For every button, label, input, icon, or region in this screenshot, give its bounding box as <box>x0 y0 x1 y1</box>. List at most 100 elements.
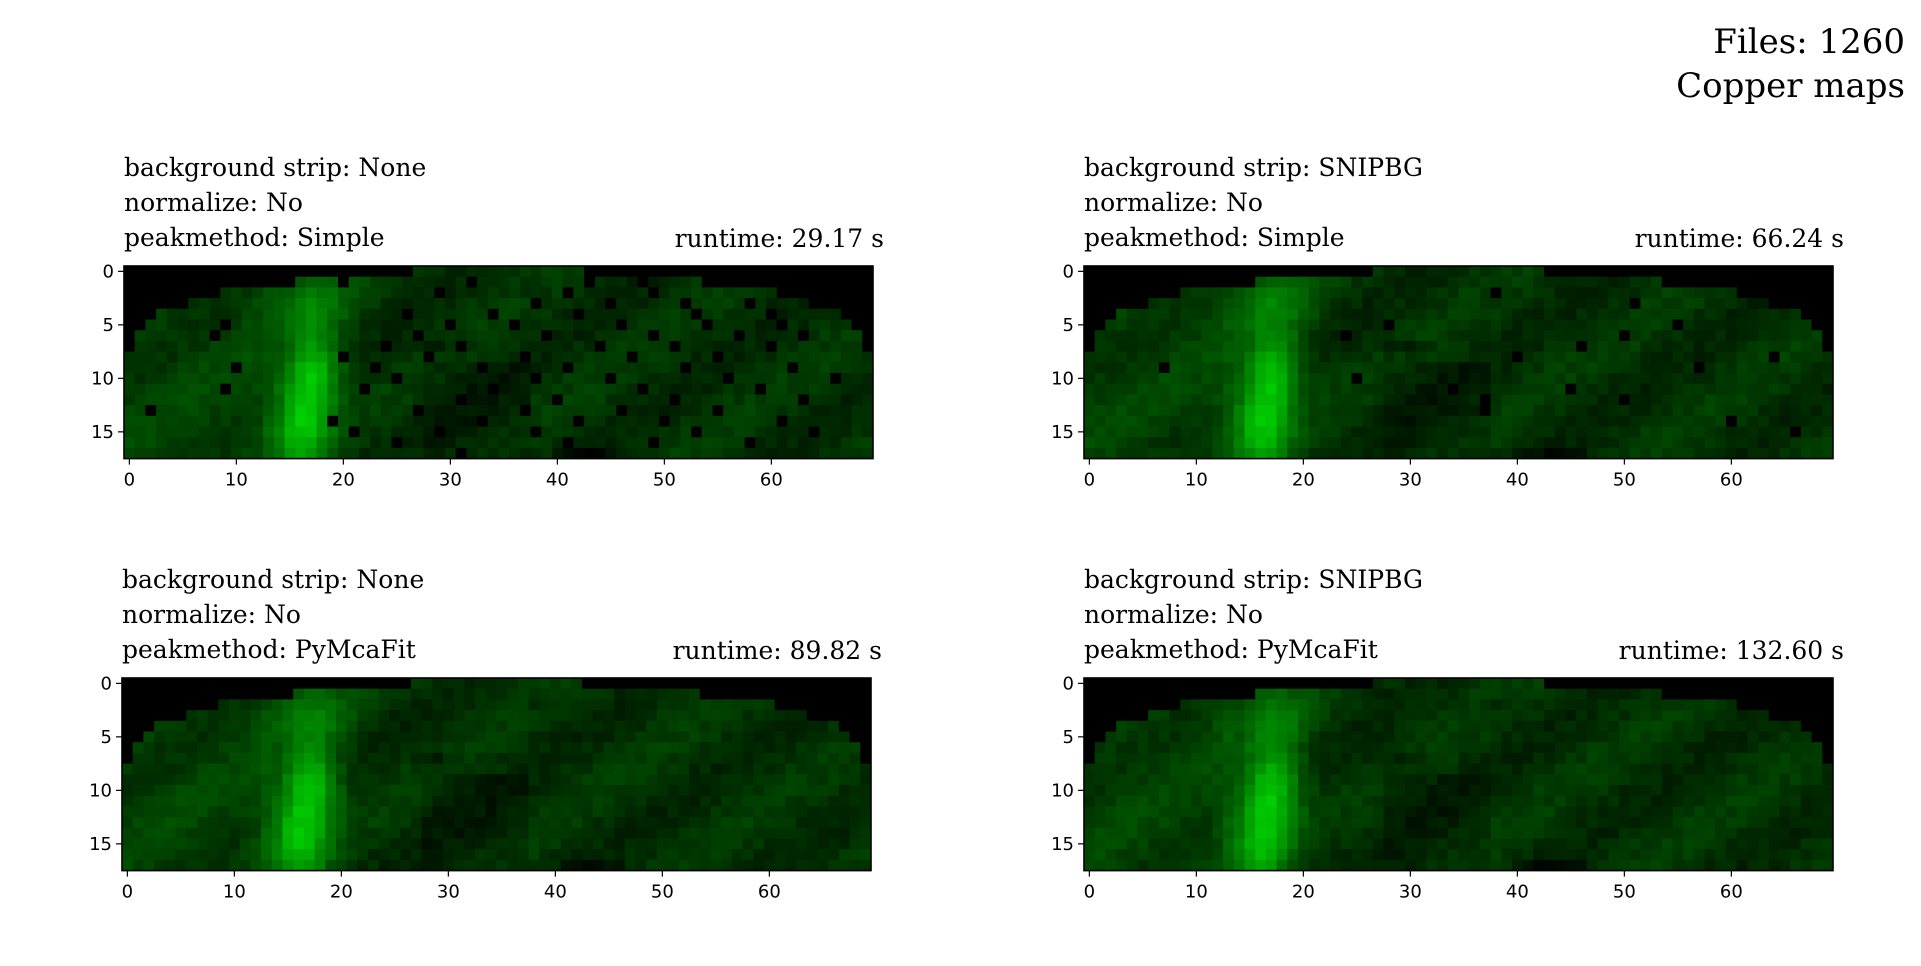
heatmap-cell <box>1693 340 1705 352</box>
heatmap-cell <box>1683 817 1695 829</box>
heatmap-cell <box>1586 308 1598 320</box>
heatmap-cell <box>1437 447 1449 459</box>
heatmap-cell <box>284 340 296 352</box>
heatmap-cell <box>541 373 553 385</box>
heatmap-cell <box>849 699 861 711</box>
heatmap-cell <box>1576 817 1588 829</box>
heatmap-cell <box>1351 817 1363 829</box>
heatmap-cell <box>819 330 831 342</box>
heatmap-cell <box>1223 774 1235 786</box>
heatmap-cell <box>282 763 294 775</box>
heatmap-cell <box>445 405 457 417</box>
heatmap-cell <box>1490 774 1502 786</box>
heatmap-cell <box>132 827 144 839</box>
heatmap-cell <box>293 849 305 861</box>
heatmap-cell <box>1191 742 1203 754</box>
heatmap-cell <box>723 362 735 374</box>
heatmap-cell <box>496 817 508 829</box>
heatmap-cell <box>699 699 711 711</box>
heatmap-cell <box>550 678 562 690</box>
heatmap-cell <box>616 447 628 459</box>
heatmap-cell <box>1265 426 1277 438</box>
heatmap-cell <box>509 287 521 299</box>
heatmap-cell <box>293 742 305 754</box>
heatmap-cell <box>496 699 508 711</box>
heatmap-cell <box>1469 731 1481 743</box>
heatmap-cell <box>657 752 669 764</box>
heatmap-cell <box>282 678 294 690</box>
heatmap-cell <box>196 688 208 700</box>
heatmap-cell <box>1415 447 1427 459</box>
heatmap-cell <box>1715 763 1727 775</box>
heatmap-cell <box>487 373 499 385</box>
heatmap-cell <box>271 817 283 829</box>
heatmap-cell <box>389 731 401 743</box>
heatmap-cell <box>1372 351 1384 363</box>
heatmap-cell <box>1405 785 1417 797</box>
heatmap-cell <box>828 752 840 764</box>
heatmap-cell <box>1105 447 1117 459</box>
heatmap-cell <box>196 678 208 690</box>
heatmap-cell <box>496 774 508 786</box>
heatmap-cell <box>1683 678 1695 690</box>
heatmap-cell <box>1437 774 1449 786</box>
heatmap-cell <box>1608 678 1620 690</box>
heatmap-cell <box>1726 742 1738 754</box>
heatmap-cell <box>817 827 829 839</box>
heatmap-cell <box>1747 373 1759 385</box>
heatmap-cell <box>774 731 786 743</box>
heatmap-cell <box>1501 308 1513 320</box>
heatmap-cell <box>445 330 457 342</box>
heatmap-cell <box>1704 340 1716 352</box>
heatmap-cell <box>1758 720 1770 732</box>
heatmap-cell <box>680 319 692 331</box>
heatmap-cell <box>1479 678 1491 690</box>
heatmap-cell <box>1640 351 1652 363</box>
heatmap-cell <box>605 266 617 278</box>
heatmap-cell <box>614 710 626 722</box>
heatmap-cell <box>519 298 531 310</box>
heatmap-cell <box>229 806 241 818</box>
heatmap-cell <box>198 415 210 427</box>
heatmap-cell <box>1469 447 1481 459</box>
heatmap-cell <box>1672 710 1684 722</box>
heatmap-cell <box>680 426 692 438</box>
heatmap-cell <box>1544 447 1556 459</box>
heatmap-cell <box>1126 699 1138 711</box>
heatmap-cell <box>849 720 861 732</box>
heatmap-cell <box>1308 266 1320 278</box>
heatmap-cell <box>691 362 703 374</box>
heatmap-cell <box>530 351 542 363</box>
heatmap-cell <box>1790 688 1802 700</box>
heatmap-cell <box>443 849 455 861</box>
heatmap-cell <box>209 405 221 417</box>
heatmap-cell <box>231 276 243 288</box>
heatmap-cell <box>1233 678 1245 690</box>
heatmap-cell <box>1415 838 1427 850</box>
heatmap-cell <box>550 827 562 839</box>
heatmap-cell <box>1447 817 1459 829</box>
heatmap-cell <box>1126 426 1138 438</box>
heatmap-cell <box>1768 795 1780 807</box>
heatmap-cell <box>1351 720 1363 732</box>
heatmap-cell <box>1608 266 1620 278</box>
heatmap-cell <box>380 276 392 288</box>
heatmap-cell <box>731 785 743 797</box>
heatmap-cell <box>712 298 724 310</box>
heatmap-cell <box>391 287 403 299</box>
heatmap-cell <box>766 405 778 417</box>
heatmap-cell <box>1619 330 1631 342</box>
heatmap-cell <box>1822 298 1834 310</box>
heatmap-cell <box>517 688 529 700</box>
heatmap-cell <box>145 287 157 299</box>
heatmap-cell <box>218 720 230 732</box>
heatmap-cell <box>721 678 733 690</box>
heatmap-cell <box>175 742 187 754</box>
heatmap-cell <box>453 827 465 839</box>
heatmap-cell <box>368 710 380 722</box>
heatmap-cell <box>1148 437 1160 449</box>
heatmap-cell <box>1137 287 1149 299</box>
heatmap-cell <box>389 806 401 818</box>
heatmap-cell <box>519 373 531 385</box>
heatmap-cell <box>284 394 296 406</box>
